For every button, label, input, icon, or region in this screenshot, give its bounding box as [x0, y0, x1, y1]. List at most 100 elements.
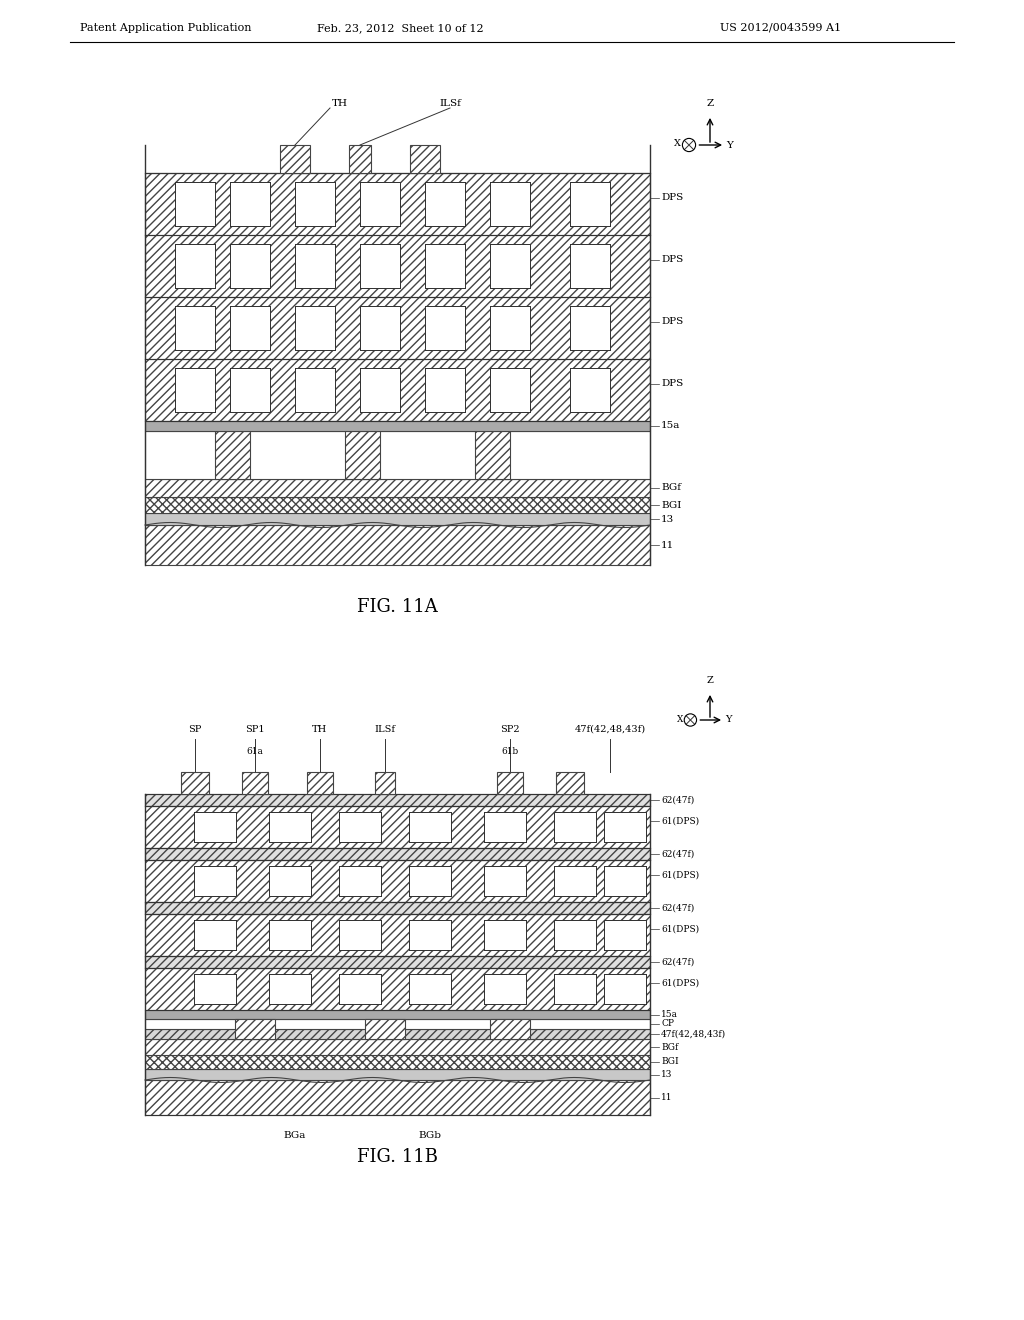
Text: Feb. 23, 2012  Sheet 10 of 12: Feb. 23, 2012 Sheet 10 of 12 [316, 22, 483, 33]
Bar [339, 974, 381, 1005]
Bar [425, 306, 465, 350]
Bar [295, 368, 335, 412]
Text: 13: 13 [662, 1071, 673, 1078]
Text: Patent Application Publication: Patent Application Publication [80, 22, 252, 33]
Bar [604, 974, 646, 1005]
Text: BGb: BGb [419, 1130, 441, 1139]
Bar [269, 920, 311, 950]
Text: TH: TH [312, 725, 328, 734]
Bar [490, 306, 530, 350]
Bar [360, 182, 400, 226]
Bar [145, 861, 650, 902]
Bar [497, 772, 523, 795]
Bar [360, 368, 400, 412]
Bar [484, 812, 526, 842]
Bar [194, 866, 236, 896]
Bar [295, 244, 335, 288]
Bar [145, 807, 650, 847]
Bar [145, 1069, 650, 1080]
Bar [365, 1019, 406, 1039]
Bar [230, 306, 270, 350]
Bar [145, 173, 650, 421]
Text: DPS: DPS [662, 379, 683, 388]
Bar [215, 432, 250, 479]
Bar [145, 847, 650, 861]
Bar [339, 812, 381, 842]
Text: 61b: 61b [502, 747, 518, 756]
Bar [194, 974, 236, 1005]
Text: 13: 13 [662, 515, 674, 524]
Bar [570, 244, 610, 288]
Bar [490, 368, 530, 412]
Bar [175, 368, 215, 412]
Bar [145, 1055, 650, 1069]
Bar [295, 306, 335, 350]
Bar [145, 956, 650, 968]
Bar [554, 866, 596, 896]
Text: 62(47f): 62(47f) [662, 957, 694, 966]
Text: X: X [677, 714, 683, 723]
Text: 62(47f): 62(47f) [662, 903, 694, 912]
Bar [307, 772, 333, 795]
Text: 11: 11 [662, 540, 674, 549]
Bar [360, 306, 400, 350]
Bar [145, 1019, 650, 1030]
Text: X: X [674, 140, 681, 149]
Text: BGI: BGI [662, 500, 681, 510]
Text: 47f(42,48,43f): 47f(42,48,43f) [574, 725, 645, 734]
Bar [604, 812, 646, 842]
Bar [570, 182, 610, 226]
Bar [145, 902, 650, 913]
Bar [425, 368, 465, 412]
Bar [604, 866, 646, 896]
Bar [484, 920, 526, 950]
Text: 15a: 15a [662, 421, 680, 430]
Bar [194, 812, 236, 842]
Bar [145, 1039, 650, 1055]
Bar [145, 498, 650, 513]
Bar [234, 1019, 275, 1039]
Bar [181, 772, 209, 795]
Text: DPS: DPS [662, 317, 683, 326]
Bar [280, 145, 310, 173]
Bar [269, 866, 311, 896]
Text: DPS: DPS [662, 255, 683, 264]
Text: FIG. 11B: FIG. 11B [357, 1148, 438, 1166]
Bar [339, 866, 381, 896]
Bar [349, 145, 371, 173]
Text: 61(DPS): 61(DPS) [662, 816, 699, 825]
Bar [490, 182, 530, 226]
Bar [570, 306, 610, 350]
Bar [269, 812, 311, 842]
Bar [556, 772, 584, 795]
Text: US 2012/0043599 A1: US 2012/0043599 A1 [720, 22, 841, 33]
Text: 61(DPS): 61(DPS) [662, 924, 699, 933]
Bar [145, 421, 650, 432]
Bar [425, 182, 465, 226]
Text: SP: SP [188, 725, 202, 734]
Bar [484, 974, 526, 1005]
Bar [554, 812, 596, 842]
Text: 61(DPS): 61(DPS) [662, 870, 699, 879]
Bar [145, 513, 650, 525]
Bar [490, 1019, 530, 1039]
Bar [145, 968, 650, 1010]
Bar [554, 920, 596, 950]
Text: TH: TH [332, 99, 348, 107]
Text: DPS: DPS [662, 193, 683, 202]
Text: BGI: BGI [662, 1057, 679, 1067]
Bar [242, 772, 268, 795]
Bar [345, 432, 380, 479]
Text: 61a: 61a [247, 747, 263, 756]
Text: 62(47f): 62(47f) [662, 796, 694, 804]
Text: Z: Z [707, 676, 714, 685]
Bar [339, 920, 381, 950]
Text: 61(DPS): 61(DPS) [662, 978, 699, 987]
Bar [175, 306, 215, 350]
Text: BGa: BGa [284, 1130, 306, 1139]
Bar [269, 974, 311, 1005]
Bar [425, 244, 465, 288]
Text: BGf: BGf [662, 1043, 678, 1052]
Bar [230, 244, 270, 288]
Bar [295, 182, 335, 226]
